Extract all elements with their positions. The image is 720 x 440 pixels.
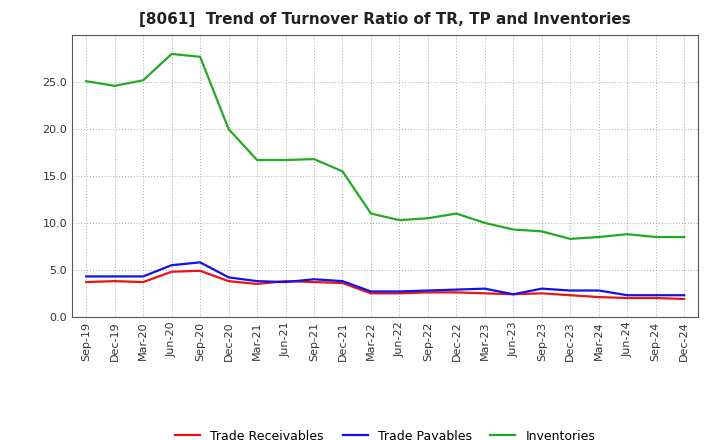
Trade Receivables (82, 279, 91, 285)
Trade Payables (366, 289, 375, 294)
Trade Receivables (395, 291, 404, 296)
Inventories (509, 227, 518, 232)
Trade Payables (509, 292, 518, 297)
Trade Receivables (480, 291, 489, 296)
Inventories (680, 235, 688, 240)
Trade Payables (167, 263, 176, 268)
Trade Payables (110, 274, 119, 279)
Trade Payables (282, 279, 290, 285)
Trade Receivables (167, 269, 176, 275)
Inventories (480, 220, 489, 226)
Inventories (139, 77, 148, 83)
Inventories (253, 158, 261, 163)
Inventories (452, 211, 461, 216)
Trade Payables (253, 279, 261, 284)
Trade Receivables (537, 291, 546, 296)
Trade Payables (225, 275, 233, 280)
Inventories (110, 83, 119, 88)
Inventories (423, 216, 432, 221)
Trade Receivables (452, 290, 461, 295)
Trade Receivables (366, 291, 375, 296)
Trade Receivables (652, 295, 660, 301)
Trade Receivables (338, 280, 347, 286)
Trade Payables (423, 288, 432, 293)
Trade Payables (680, 293, 688, 298)
Trade Receivables (110, 279, 119, 284)
Inventories (282, 158, 290, 163)
Trade Receivables (566, 293, 575, 298)
Line: Trade Receivables: Trade Receivables (86, 271, 684, 299)
Trade Receivables (196, 268, 204, 273)
Inventories (167, 51, 176, 57)
Trade Payables (623, 293, 631, 298)
Trade Receivables (225, 279, 233, 284)
Inventories (652, 235, 660, 240)
Inventories (366, 211, 375, 216)
Inventories (310, 157, 318, 162)
Trade Payables (395, 289, 404, 294)
Trade Receivables (680, 296, 688, 301)
Trade Payables (480, 286, 489, 291)
Trade Receivables (509, 292, 518, 297)
Trade Receivables (253, 281, 261, 286)
Inventories (196, 54, 204, 59)
Trade Payables (566, 288, 575, 293)
Title: [8061]  Trend of Turnover Ratio of TR, TP and Inventories: [8061] Trend of Turnover Ratio of TR, TP… (140, 12, 631, 27)
Trade Payables (537, 286, 546, 291)
Trade Receivables (282, 279, 290, 284)
Trade Receivables (623, 295, 631, 301)
Inventories (623, 231, 631, 237)
Inventories (537, 229, 546, 234)
Trade Payables (82, 274, 91, 279)
Line: Trade Payables: Trade Payables (86, 262, 684, 295)
Inventories (225, 126, 233, 132)
Legend: Trade Receivables, Trade Payables, Inventories: Trade Receivables, Trade Payables, Inven… (175, 430, 595, 440)
Trade Receivables (310, 279, 318, 285)
Trade Receivables (595, 294, 603, 300)
Trade Payables (595, 288, 603, 293)
Trade Payables (652, 293, 660, 298)
Inventories (82, 79, 91, 84)
Inventories (595, 235, 603, 240)
Trade Receivables (139, 279, 148, 285)
Trade Payables (452, 287, 461, 292)
Inventories (566, 236, 575, 242)
Trade Receivables (423, 290, 432, 295)
Trade Payables (310, 277, 318, 282)
Trade Payables (139, 274, 148, 279)
Line: Inventories: Inventories (86, 54, 684, 239)
Inventories (395, 217, 404, 223)
Inventories (338, 169, 347, 174)
Trade Payables (338, 279, 347, 284)
Trade Payables (196, 260, 204, 265)
